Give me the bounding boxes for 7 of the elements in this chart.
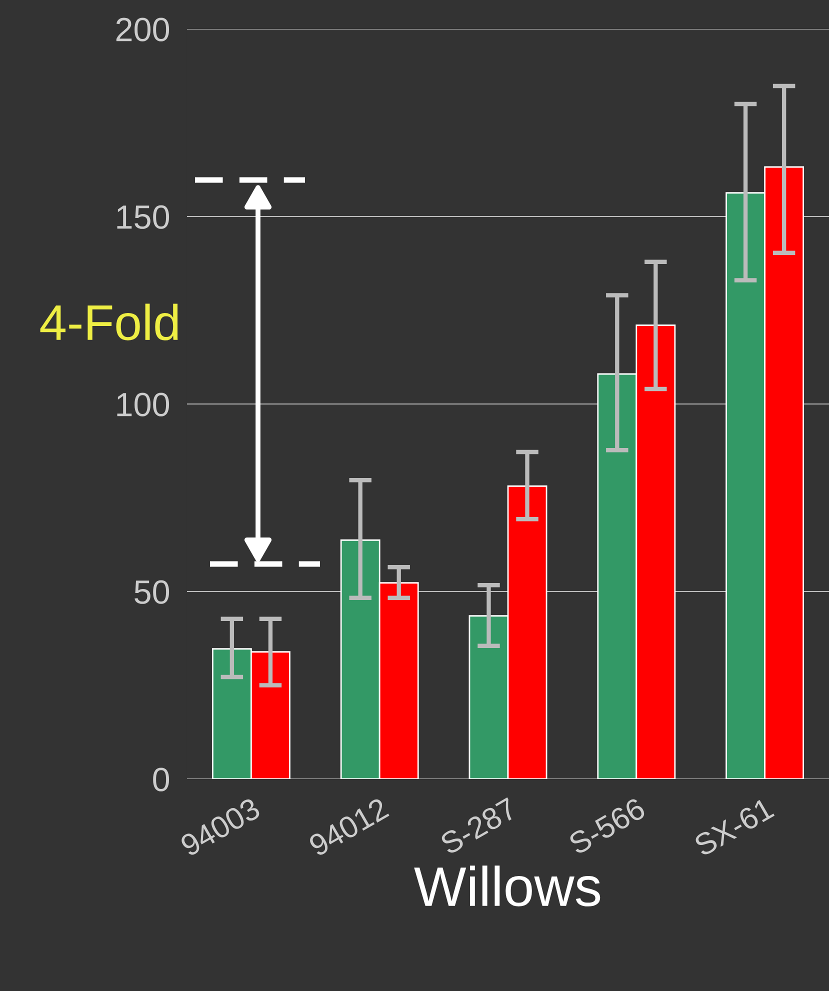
y-tick-label: 50 xyxy=(134,580,170,604)
y-tick-label: 100 xyxy=(117,392,170,416)
text: 4-Fold xyxy=(40,304,178,340)
x-axis-title: Willows xyxy=(414,866,600,906)
y-tick-label: 0 xyxy=(153,768,170,792)
y-tick-label: 150 xyxy=(117,205,170,229)
y-tick-label: 200 xyxy=(116,18,170,42)
